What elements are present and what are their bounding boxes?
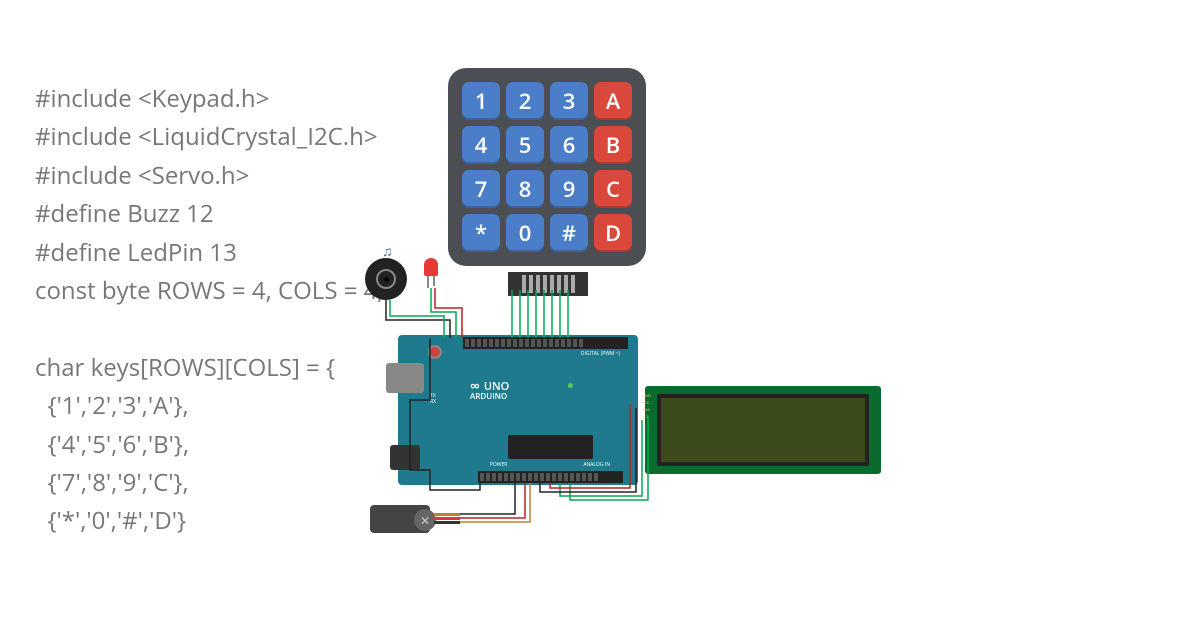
servo-motor: ✕ xyxy=(370,505,430,533)
key-#: # xyxy=(550,214,588,252)
lcd-i2c-pins: GNDVCCSDASCL xyxy=(642,394,651,420)
digital-pins xyxy=(463,337,628,349)
arduino-uno: ∞UNO ARDUINO DIGITAL (PWM ~) POWER ANALO… xyxy=(398,335,638,485)
key-6: 6 xyxy=(550,126,588,164)
keypad-4x4: 123A 456B 789C *0#D xyxy=(448,68,646,266)
key-4: 4 xyxy=(462,126,500,164)
power-label: POWER xyxy=(490,462,507,468)
led-red xyxy=(424,258,438,276)
atmega-chip xyxy=(508,435,593,459)
on-led xyxy=(568,383,573,388)
key-7: 7 xyxy=(462,170,500,208)
servo-wires xyxy=(434,513,460,524)
key-1: 1 xyxy=(462,82,500,120)
digital-label: DIGITAL (PWM ~) xyxy=(581,351,620,357)
key-3: 3 xyxy=(550,82,588,120)
analog-label: ANALOG IN xyxy=(583,462,610,468)
key-B: B xyxy=(594,126,632,164)
key-2: 2 xyxy=(506,82,544,120)
keypad-connector xyxy=(508,272,588,296)
power-jack xyxy=(390,445,420,470)
reset-button xyxy=(428,345,442,359)
rx-label: RX xyxy=(430,399,436,405)
key-8: 8 xyxy=(506,170,544,208)
key-*: * xyxy=(462,214,500,252)
lcd-16x2: GNDVCCSDASCL xyxy=(645,386,881,474)
usb-port xyxy=(386,363,424,393)
key-5: 5 xyxy=(506,126,544,164)
key-D: D xyxy=(594,214,632,252)
key-A: A xyxy=(594,82,632,120)
lcd-screen xyxy=(657,394,869,466)
key-0: 0 xyxy=(506,214,544,252)
buzzer xyxy=(365,258,407,300)
power-analog-pins xyxy=(478,471,623,483)
arduino-subbrand: ARDUINO xyxy=(470,391,507,402)
music-note-icon: ♫ xyxy=(382,242,393,261)
servo-horn: ✕ xyxy=(414,509,436,531)
key-9: 9 xyxy=(550,170,588,208)
code-snippet: #include <Keypad.h>#include <LiquidCryst… xyxy=(35,80,384,541)
key-C: C xyxy=(594,170,632,208)
